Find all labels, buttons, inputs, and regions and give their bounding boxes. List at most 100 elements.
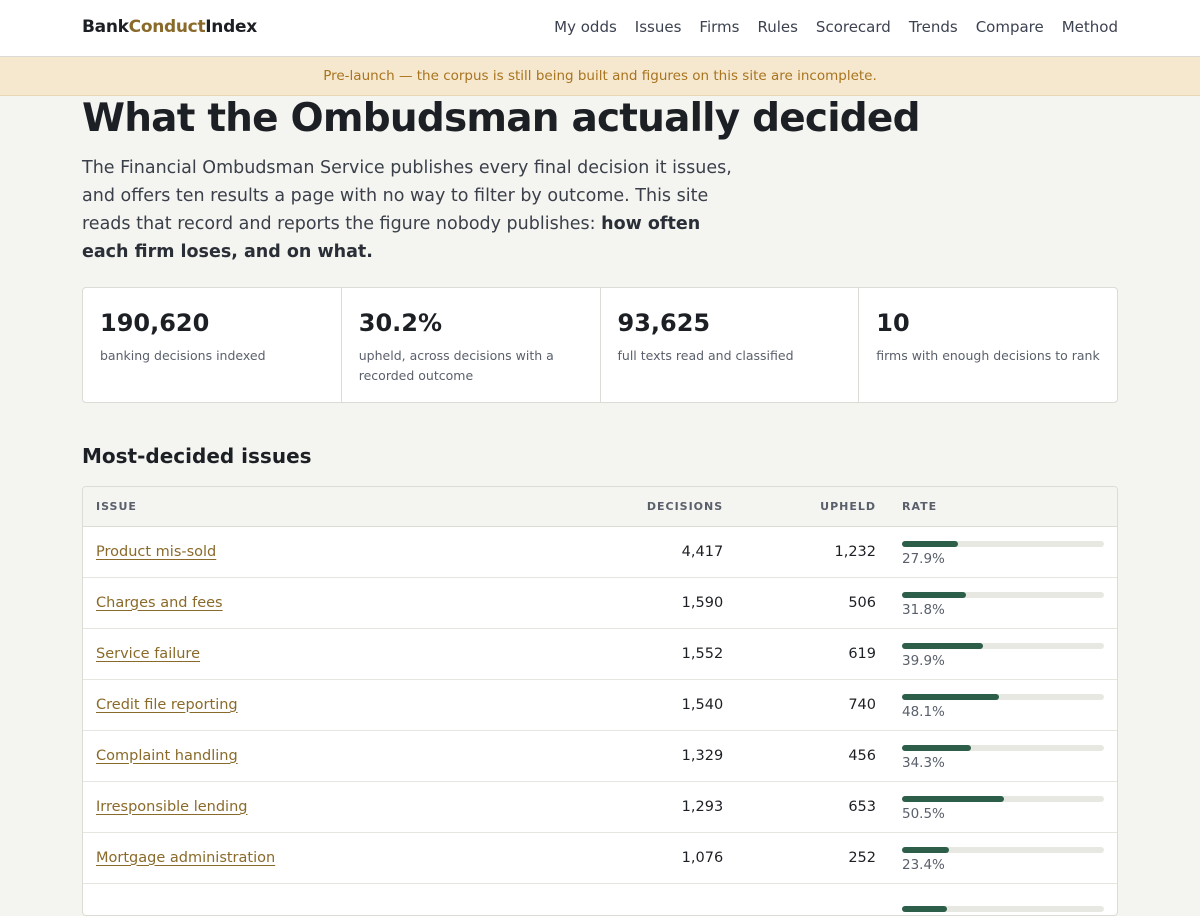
nav-link-method[interactable]: Method	[1061, 18, 1118, 36]
issue-link[interactable]: Complaint handling	[96, 747, 238, 764]
table-row: Complaint handling 1,329 456 34.3%	[83, 730, 1117, 781]
cell-decisions: 1,076	[681, 849, 724, 866]
rate-bar-track	[902, 846, 1104, 853]
rate-label: 34.3%	[902, 754, 945, 771]
issue-link[interactable]: Product mis-sold	[96, 543, 217, 560]
stat-label: upheld, across decisions with a recorded…	[358, 348, 554, 383]
table-row: Service failure 1,552 619 39.9%	[83, 628, 1117, 679]
cell-upheld: 252	[848, 849, 876, 866]
rate-bar-fill	[902, 846, 950, 853]
stat-card-decisions-indexed: 190,620 banking decisions indexed	[83, 288, 342, 402]
stat-label: banking decisions indexed	[100, 348, 266, 363]
cell-upheld: 456	[848, 747, 876, 764]
rate-bar-track	[902, 795, 1104, 802]
stat-value: 10	[876, 309, 910, 337]
issue-link[interactable]: Irresponsible lending	[96, 798, 248, 815]
stat-card-full-texts: 93,625 full texts read and classified	[601, 288, 860, 402]
rate-bar-track	[902, 642, 1104, 649]
issue-link[interactable]: Credit file reporting	[96, 696, 238, 713]
rate-bar-fill	[902, 905, 948, 912]
table-row: Product mis-sold 4,417 1,232 27.9%	[83, 526, 1117, 577]
cell-decisions: 4,417	[681, 543, 724, 560]
rate-bar-fill	[902, 795, 1004, 802]
rate-bar-fill	[902, 693, 1000, 700]
rate-label: 48.1%	[902, 703, 945, 720]
cell-decisions: 1,552	[681, 645, 724, 662]
cell-rate: 23.4%	[876, 832, 1117, 883]
cell-decisions: 1,329	[681, 747, 724, 764]
cell-issue: Product mis-sold	[83, 526, 582, 577]
rate-bar-track	[902, 591, 1104, 598]
cell-issue: Irresponsible lending	[83, 781, 582, 832]
cell-issue: Complaint handling	[83, 730, 582, 781]
table-row: Irresponsible lending 1,293 653 50.5%	[83, 781, 1117, 832]
column-header-upheld[interactable]: Upheld	[723, 487, 876, 527]
cell-rate: 31.8%	[876, 577, 1117, 628]
top-navigation-bar: BankConductIndex My odds Issues Firms Ru…	[0, 0, 1200, 57]
cell-decisions: 1,590	[681, 594, 724, 611]
rate-label: 31.8%	[902, 601, 945, 618]
stat-card-upheld-rate: 30.2% upheld, across decisions with a re…	[342, 288, 601, 402]
rate-label: 39.9%	[902, 652, 945, 669]
issue-link[interactable]: Mortgage administration	[96, 849, 276, 866]
stat-value: 93,625	[617, 309, 711, 337]
section-title-issues: Most-decided issues	[82, 444, 312, 468]
table-header-row: Issue Decisions Upheld Rate	[83, 487, 1117, 527]
table-row: Credit file reporting 1,540 740 48.1%	[83, 679, 1117, 730]
stat-label: full texts read and classified	[617, 348, 794, 363]
rate-label: 27.9%	[902, 550, 945, 567]
column-header-rate[interactable]: Rate	[876, 487, 1117, 527]
prelaunch-banner: Pre-launch — the corpus is still being b…	[0, 57, 1200, 96]
page-title: What the Ombudsman actually decided	[82, 96, 921, 141]
table-row: Charges and fees 1,590 506 31.8%	[83, 577, 1117, 628]
nav-link-scorecard[interactable]: Scorecard	[815, 18, 891, 36]
cell-rate: 34.3%	[876, 730, 1117, 781]
cell-rate: 39.9%	[876, 628, 1117, 679]
column-header-decisions[interactable]: Decisions	[582, 487, 724, 527]
cell-issue: Charges and fees	[83, 577, 582, 628]
issue-link[interactable]: Service failure	[96, 645, 200, 662]
nav-link-trends[interactable]: Trends	[908, 18, 958, 36]
stat-card-ranked-firms: 10 firms with enough decisions to rank	[859, 288, 1117, 402]
nav-link-firms[interactable]: Firms	[699, 18, 740, 36]
issues-table: Issue Decisions Upheld Rate Product mis-…	[83, 487, 1117, 915]
hero-intro-emphasis: how often each firm loses, and on what.	[82, 214, 701, 262]
cell-upheld: 619	[848, 645, 876, 662]
brand-word-index: Index	[205, 17, 257, 37]
nav-link-compare[interactable]: Compare	[975, 18, 1044, 36]
rate-bar-fill	[902, 744, 972, 751]
stat-label: firms with enough decisions to rank	[876, 348, 1100, 363]
cell-upheld: 506	[848, 594, 876, 611]
rate-bar-track	[902, 693, 1104, 700]
cell-issue: Credit file reporting	[83, 679, 582, 730]
rate-label: 23.4%	[902, 856, 945, 873]
brand-word-conduct: Conduct	[128, 17, 206, 37]
cell-upheld: 653	[848, 798, 876, 815]
brand-logo[interactable]: BankConductIndex	[82, 17, 257, 37]
cell-issue: Service failure	[83, 628, 582, 679]
nav-link-my-odds[interactable]: My odds	[554, 18, 617, 36]
rate-bar-track	[902, 744, 1104, 751]
column-header-issue[interactable]: Issue	[83, 487, 583, 527]
rate-bar-fill	[902, 591, 967, 598]
rate-bar-fill	[902, 642, 983, 649]
cell-decisions: 1,540	[681, 696, 724, 713]
cell-upheld: 740	[848, 696, 876, 713]
nav-link-issues[interactable]: Issues	[634, 18, 682, 36]
cell-decisions: 1,293	[681, 798, 724, 815]
cell-upheld: 1,232	[834, 543, 876, 560]
table-row: Mortgage administration 1,076 252 23.4%	[83, 832, 1117, 883]
issues-table-container: Issue Decisions Upheld Rate Product mis-…	[82, 486, 1118, 916]
issue-link[interactable]: Charges and fees	[96, 594, 223, 611]
stats-panel: 190,620 banking decisions indexed 30.2% …	[82, 287, 1118, 403]
rate-bar-track	[902, 540, 1104, 547]
cell-rate: 50.5%	[876, 781, 1117, 832]
stat-value: 190,620	[100, 309, 210, 337]
rate-bar-fill	[902, 540, 959, 547]
nav-link-rules[interactable]: Rules	[757, 18, 798, 36]
cell-issue: Mortgage administration	[83, 832, 582, 883]
rate-bar-track	[902, 905, 1104, 912]
cell-rate: 48.1%	[876, 679, 1117, 730]
hero-intro: The Financial Ombudsman Service publishe…	[82, 154, 742, 266]
hero-intro-text: The Financial Ombudsman Service publishe…	[82, 158, 732, 234]
